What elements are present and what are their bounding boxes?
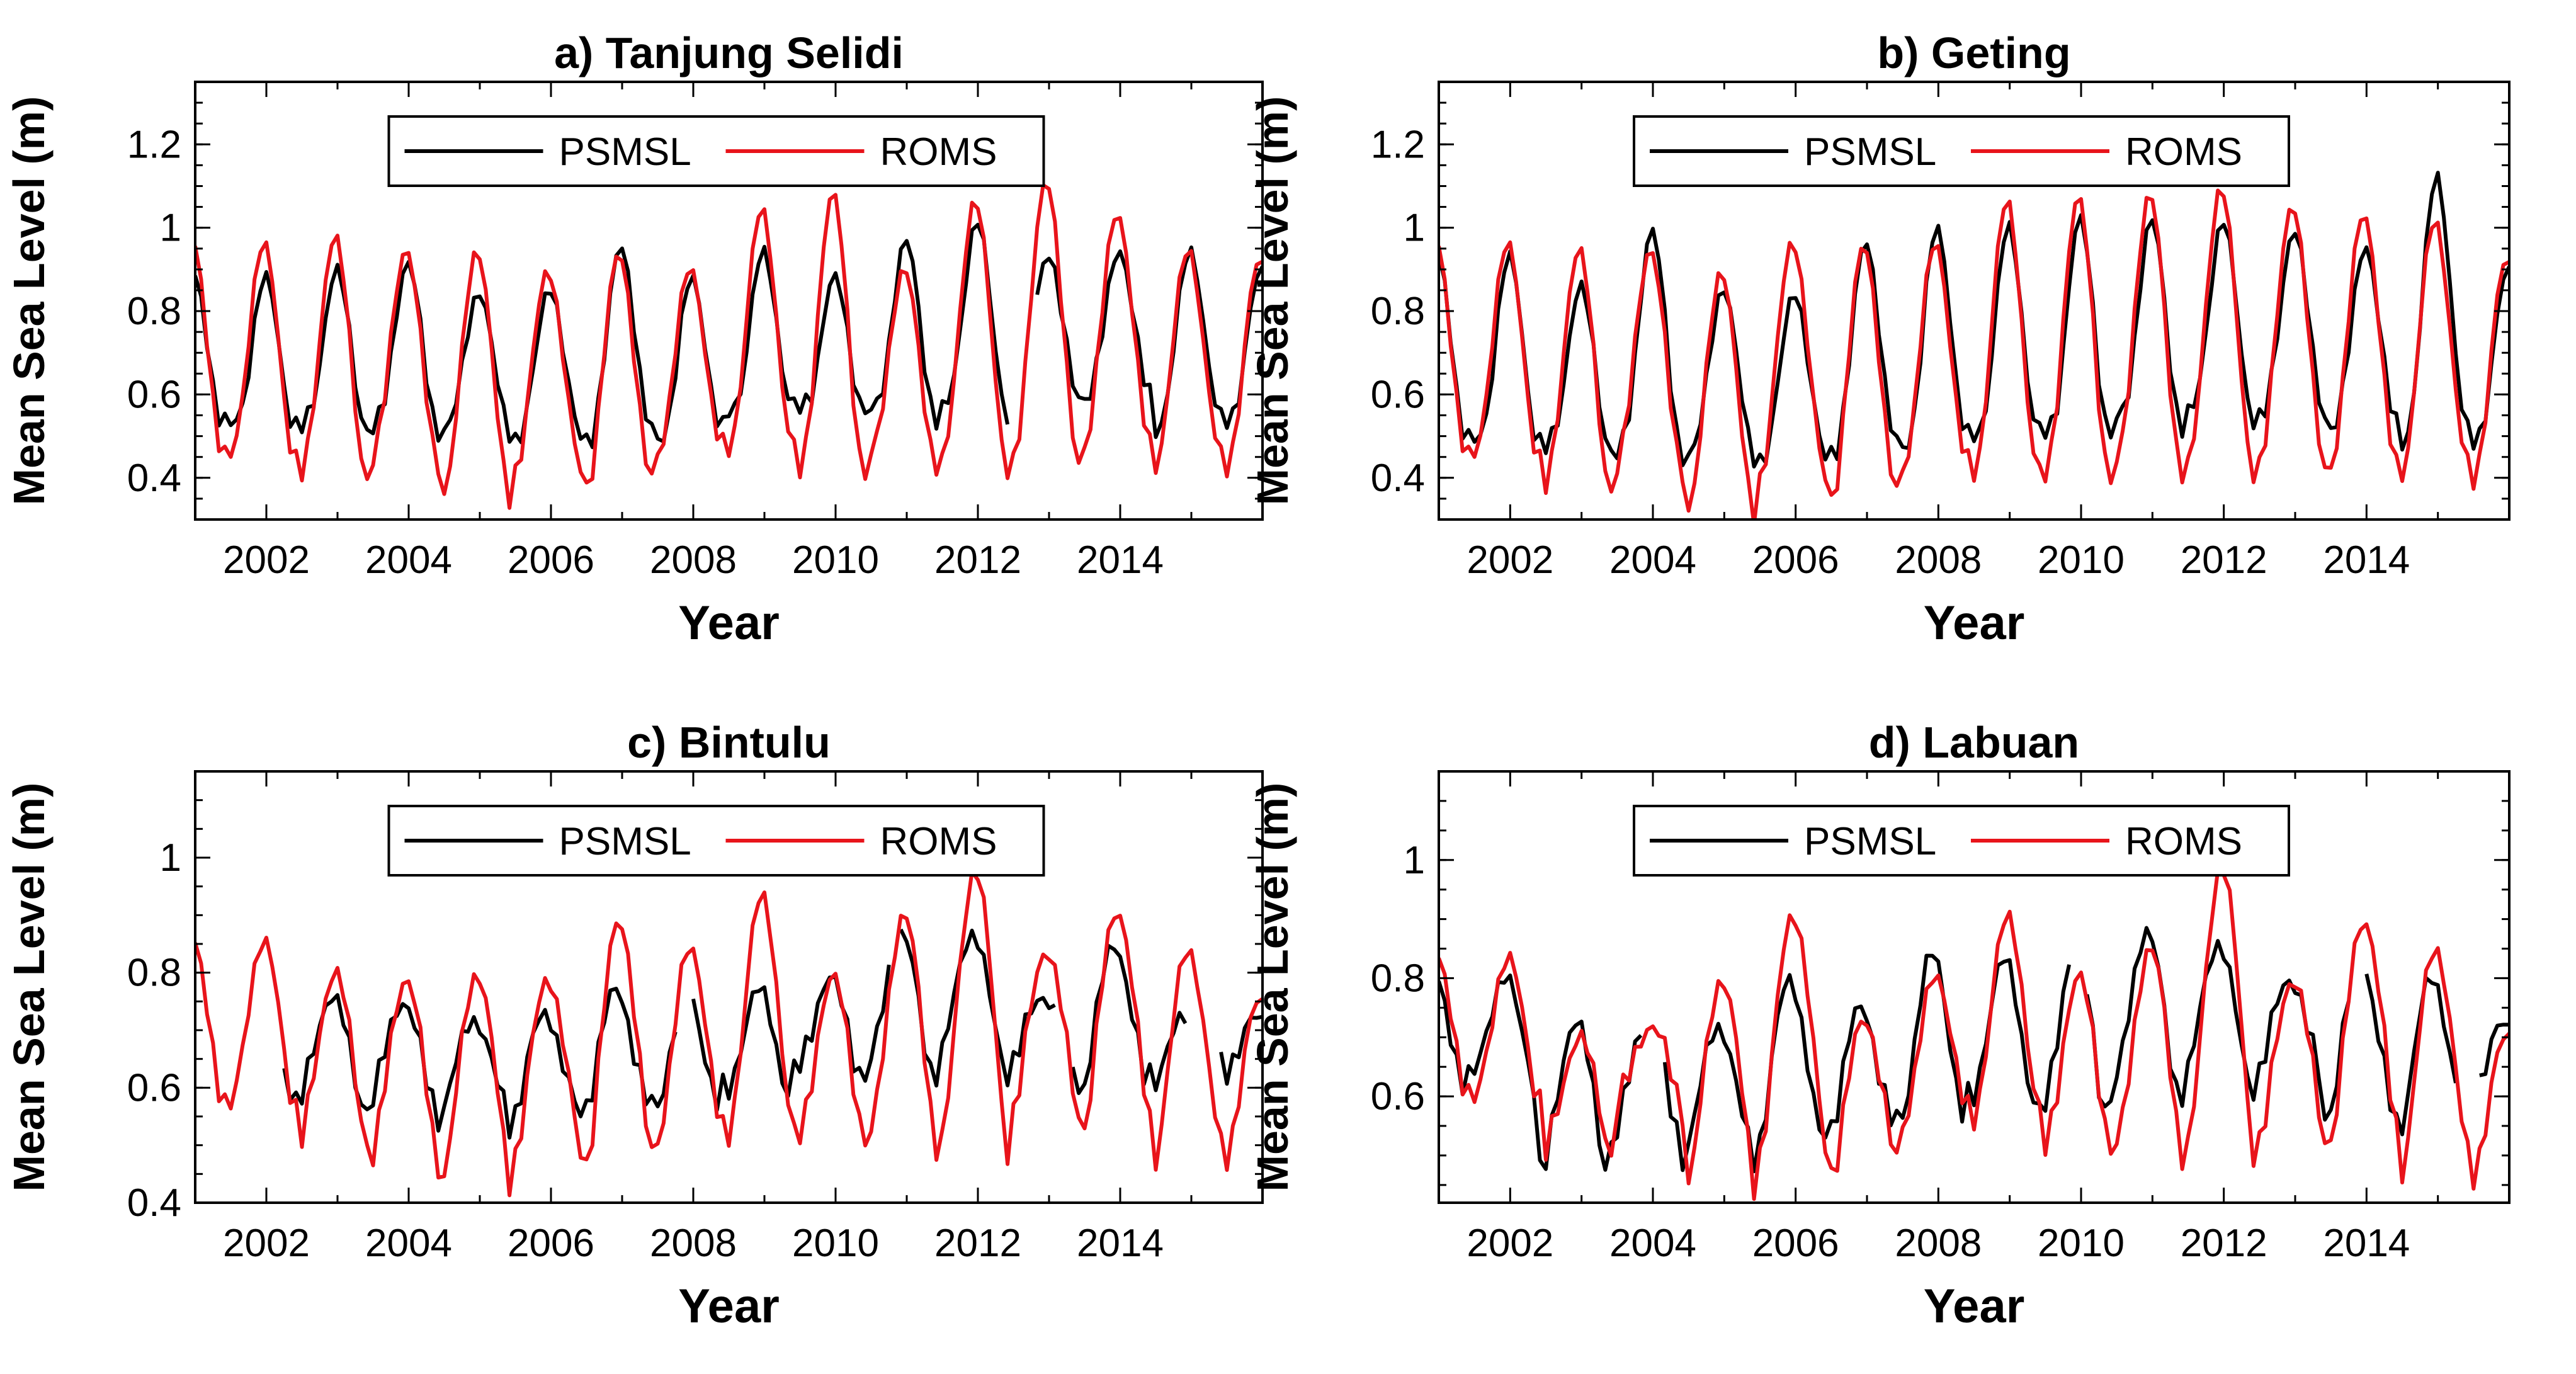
y-tick-label: 1 (1404, 839, 1425, 882)
y-tick-label: 1 (1404, 207, 1425, 250)
y-axis-label: Mean Sea Level (m) (1248, 783, 1297, 1192)
x-tick-label: 2014 (2323, 538, 2410, 582)
y-tick-label: 1.2 (1371, 123, 1425, 166)
series-roms-line (1439, 868, 2509, 1201)
panel-title: c) Bintulu (627, 718, 831, 767)
legend-label-psmsl: PSMSL (559, 820, 691, 863)
y-tick-label: 0.4 (1371, 457, 1425, 500)
x-tick-label: 2002 (223, 538, 310, 582)
panel-title: d) Labuan (1869, 718, 2079, 767)
y-tick-label: 0.4 (127, 1181, 181, 1225)
x-tick-label: 2008 (1895, 538, 1982, 582)
y-tick-label: 0.8 (127, 951, 181, 995)
legend: PSMSL ROMS (387, 115, 1045, 187)
panel-c: 2002 2004 2006 2008 2010 2012 2014 0.4 0.6 0.8 1 c)… (4, 718, 1264, 1333)
panel-a: 2002 2004 2006 2008 2010 2012 2014 0.4 0.6 0.8 1 1.… (4, 28, 1264, 650)
legend-label-roms: ROMS (2125, 820, 2242, 863)
x-tick-label: 2010 (2038, 1222, 2125, 1265)
y-axis-label: Mean Sea Level (m) (4, 783, 54, 1192)
x-tick-label: 2006 (1752, 538, 1839, 582)
legend-label-psmsl: PSMSL (559, 130, 691, 174)
legend-label-psmsl: PSMSL (1804, 130, 1936, 174)
plot-frame (1438, 770, 2511, 1204)
x-tick-label: 2008 (650, 1222, 737, 1265)
panel-d: 2002 2004 2006 2008 2010 2012 2014 0.6 0.8 1 d) La… (1248, 718, 2511, 1333)
legend-label-psmsl: PSMSL (1804, 820, 1936, 863)
x-tick-label: 2008 (1895, 1222, 1982, 1265)
x-tick-label: 2014 (2323, 1222, 2410, 1265)
legend: PSMSL ROMS (1633, 115, 2290, 187)
y-tick-label: 0.6 (1371, 1075, 1425, 1118)
plot-frame (1438, 81, 2511, 521)
x-tick-label: 2012 (934, 538, 1021, 582)
series-roms-line (1439, 188, 2509, 520)
x-tick-label: 2002 (1467, 538, 1553, 582)
series-psmsl-line (1439, 926, 2509, 1174)
plot-frame (194, 770, 1264, 1204)
x-tick-label: 2008 (650, 538, 737, 582)
x-tick-label: 2006 (1752, 1222, 1839, 1265)
y-tick-label: 1 (160, 836, 181, 880)
series-roms-line (195, 183, 1262, 510)
x-tick-label: 2004 (365, 1222, 452, 1265)
panel-title: b) Geting (1877, 28, 2070, 77)
x-axis-label: Year (1924, 1280, 2025, 1333)
x-tick-label: 2012 (2181, 538, 2267, 582)
legend-label-roms: ROMS (2125, 130, 2242, 174)
x-tick-label: 2012 (2181, 1222, 2267, 1265)
x-axis-label: Year (1924, 596, 2025, 650)
legend: PSMSL ROMS (387, 805, 1045, 877)
legend-label-roms: ROMS (880, 820, 997, 863)
x-tick-label: 2010 (2038, 538, 2125, 582)
x-tick-label: 2006 (508, 1222, 594, 1265)
x-tick-label: 2014 (1077, 538, 1164, 582)
legend: PSMSL ROMS (1633, 805, 2290, 877)
y-tick-label: 0.6 (127, 1066, 181, 1110)
x-tick-label: 2010 (792, 538, 879, 582)
y-tick-label: 0.4 (127, 457, 181, 500)
y-axis-label: Mean Sea Level (m) (1248, 96, 1297, 506)
y-tick-label: 0.6 (127, 373, 181, 416)
legend-label-roms: ROMS (880, 130, 997, 174)
y-tick-label: 0.6 (1371, 373, 1425, 416)
y-tick-label: 1.2 (127, 123, 181, 166)
y-tick-label: 1 (160, 207, 181, 250)
x-tick-label: 2006 (508, 538, 594, 582)
y-axis-label: Mean Sea Level (m) (4, 96, 54, 506)
plot-frame (194, 81, 1264, 521)
panel-b: 2002 2004 2006 2008 2010 2012 2014 0.4 0.6 0.8 1 1.… (1248, 28, 2511, 650)
series-roms-line (195, 870, 1262, 1198)
x-tick-label: 2014 (1077, 1222, 1164, 1265)
series-psmsl-line (1439, 171, 2509, 468)
y-tick-label: 0.8 (1371, 290, 1425, 333)
x-tick-label: 2004 (1609, 1222, 1696, 1265)
x-tick-label: 2012 (934, 1222, 1021, 1265)
x-axis-label: Year (678, 596, 780, 650)
x-tick-label: 2002 (1467, 1222, 1553, 1265)
x-tick-label: 2010 (792, 1222, 879, 1265)
y-tick-label: 0.8 (127, 290, 181, 333)
y-tick-label: 0.8 (1371, 957, 1425, 1000)
x-tick-label: 2004 (365, 538, 452, 582)
x-tick-label: 2004 (1609, 538, 1696, 582)
x-axis-label: Year (678, 1280, 780, 1333)
panel-title: a) Tanjung Selidi (554, 28, 904, 77)
series-psmsl-line (282, 928, 1262, 1140)
x-tick-label: 2002 (223, 1222, 310, 1265)
